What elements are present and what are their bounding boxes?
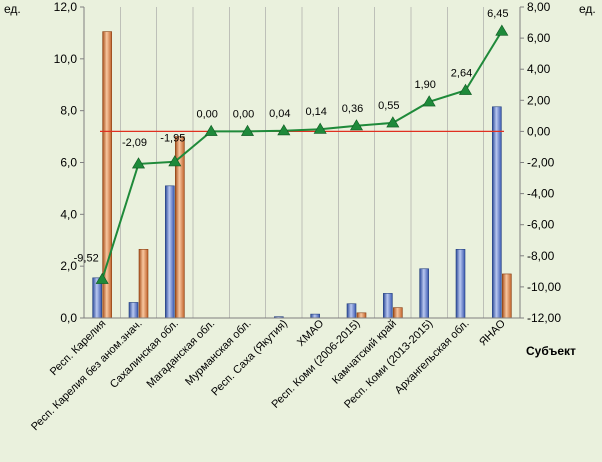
line-point-marker — [386, 116, 400, 128]
right-tick-label: 4,00 — [527, 62, 551, 76]
bar-blue — [383, 293, 393, 319]
line-point-marker — [277, 124, 291, 136]
data-label: 2,64 — [451, 67, 472, 79]
line-point-marker — [458, 83, 473, 95]
bar-orange — [502, 273, 512, 319]
line-point-marker — [313, 122, 327, 134]
line-point-marker — [131, 157, 146, 169]
data-label: 1,90 — [414, 79, 435, 91]
right-tick-label: -6,00 — [527, 218, 555, 232]
data-label: 0,04 — [269, 108, 290, 120]
right-axis-unit: ед. — [579, 2, 596, 16]
right-tick-label: -8,00 — [527, 249, 555, 263]
right-tick-label: 8,00 — [527, 0, 551, 14]
line-series — [95, 24, 509, 284]
bar-blue — [310, 313, 320, 319]
left-tick-label: 8,0 — [60, 104, 77, 118]
line-point-marker — [204, 124, 218, 136]
bar-blue — [128, 302, 139, 319]
right-tick-label: 2,00 — [527, 93, 551, 107]
line-series-path — [101, 30, 503, 280]
right-tick-label: 6,00 — [527, 31, 551, 45]
data-label: 0,00 — [196, 108, 217, 120]
bar-blue — [419, 268, 429, 319]
bar-orange — [138, 249, 149, 319]
left-tick-label: 12,0 — [54, 0, 78, 14]
data-label: 0,55 — [378, 100, 399, 112]
bar-blue — [165, 185, 175, 319]
data-label: 6,45 — [487, 8, 508, 20]
right-tick-label: -10,00 — [527, 280, 561, 294]
data-label: 0,14 — [305, 106, 326, 118]
left-axis-unit: ед. — [4, 2, 21, 16]
data-label: 0,00 — [233, 108, 254, 120]
left-tick-label: 2,0 — [60, 259, 77, 273]
line-point-marker — [95, 272, 109, 284]
left-tick-label: 4,0 — [60, 207, 77, 221]
bar-orange — [356, 312, 367, 319]
line-point-marker — [240, 124, 255, 136]
left-tick-label: 10,0 — [54, 52, 78, 66]
bar-blue — [455, 249, 466, 319]
left-tick-label: 6,0 — [60, 156, 77, 170]
bars — [92, 31, 512, 319]
right-tick-label: 0,00 — [527, 124, 551, 138]
data-label: -2,09 — [122, 137, 147, 149]
bar-blue — [492, 106, 502, 319]
x-axis-title: Субъект — [526, 344, 576, 358]
axes: 0,0 2,0 4,0 6,0 8,0 10,0 12,0 -12,00 -10,00 -8,00… — [54, 0, 562, 325]
data-label: -9,52 — [74, 252, 99, 264]
bar-blue — [346, 303, 357, 319]
left-tick-label: 0,0 — [60, 311, 77, 325]
data-label: 0,36 — [342, 103, 363, 115]
right-tick-label: -12,00 — [527, 311, 561, 325]
right-tick-label: -4,00 — [527, 187, 555, 201]
bar-orange — [393, 307, 403, 319]
line-point-marker — [422, 95, 436, 107]
data-label: -1,95 — [160, 133, 185, 145]
line-point-marker — [349, 119, 364, 131]
line-point-marker — [495, 24, 509, 36]
right-tick-label: -2,00 — [527, 156, 555, 170]
line-point-marker — [168, 155, 182, 167]
